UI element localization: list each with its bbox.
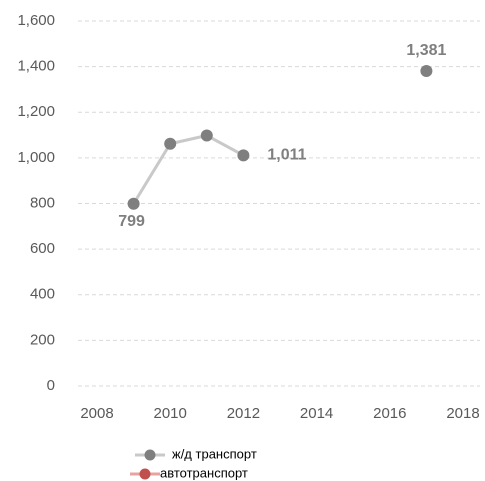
legend-label: автотранспорт [160, 465, 248, 480]
y-tick-label: 200 [30, 331, 55, 348]
x-tick-label: 2014 [300, 405, 333, 422]
y-tick-label: 600 [30, 240, 55, 257]
marker [237, 149, 250, 162]
legend-marker [144, 449, 156, 461]
marker [164, 137, 177, 150]
y-tick-label: 1,600 [17, 12, 55, 29]
x-tick-label: 2018 [446, 405, 479, 422]
legend-label: ж/д транспорт [172, 446, 257, 461]
y-tick-label: 1,400 [17, 58, 55, 75]
marker [200, 129, 213, 142]
y-tick-label: 1,000 [17, 149, 55, 166]
data-label: 1,011 [267, 147, 306, 164]
x-tick-label: 2012 [227, 405, 260, 422]
series-line [132, 133, 245, 205]
legend-marker [139, 468, 151, 480]
y-tick-label: 400 [30, 286, 55, 303]
y-tick-label: 0 [47, 377, 55, 394]
data-label: 1,381 [406, 42, 446, 59]
marker [127, 197, 140, 210]
data-label: 799 [118, 213, 145, 230]
y-tick-label: 800 [30, 194, 55, 211]
x-tick-label: 2008 [80, 405, 113, 422]
y-tick-label: 1,200 [17, 103, 55, 120]
marker [420, 64, 433, 77]
x-tick-label: 2016 [373, 405, 406, 422]
x-tick-label: 2010 [154, 405, 187, 422]
